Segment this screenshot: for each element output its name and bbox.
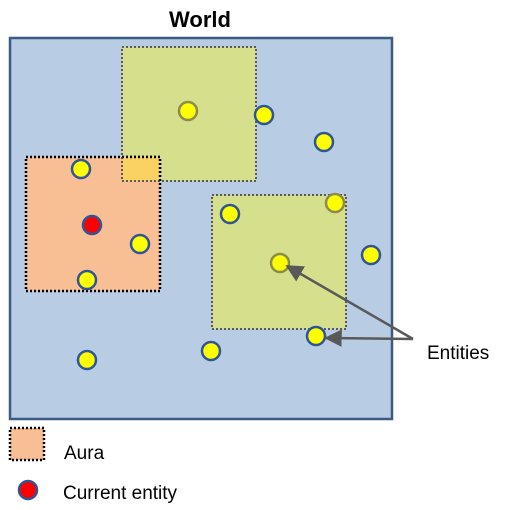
legend-aura-label: Aura	[64, 443, 105, 464]
world-title: World	[169, 7, 231, 32]
entity	[269, 252, 291, 274]
entity	[76, 349, 98, 371]
aura-overlap	[122, 157, 160, 181]
legend-current-entity-icon	[17, 479, 39, 501]
arrow-to-entity	[324, 329, 414, 347]
entity	[313, 131, 335, 153]
current-aura-overlap-edge	[122, 155, 162, 181]
current-entity	[81, 214, 103, 236]
entity	[200, 340, 222, 362]
entity	[360, 244, 382, 266]
legend-current-entity-label: Current entity	[63, 483, 178, 504]
entity	[219, 203, 241, 225]
legend-aura-swatch	[8, 426, 46, 462]
arrow-to-entity	[285, 264, 414, 341]
entity	[76, 269, 98, 291]
entities-label: Entities	[427, 343, 489, 364]
aura-overlap-border	[121, 157, 160, 182]
entity	[70, 158, 92, 180]
entity	[177, 100, 199, 122]
entity	[253, 104, 275, 126]
entity	[305, 325, 327, 347]
entity	[129, 233, 151, 255]
entity	[324, 192, 346, 214]
